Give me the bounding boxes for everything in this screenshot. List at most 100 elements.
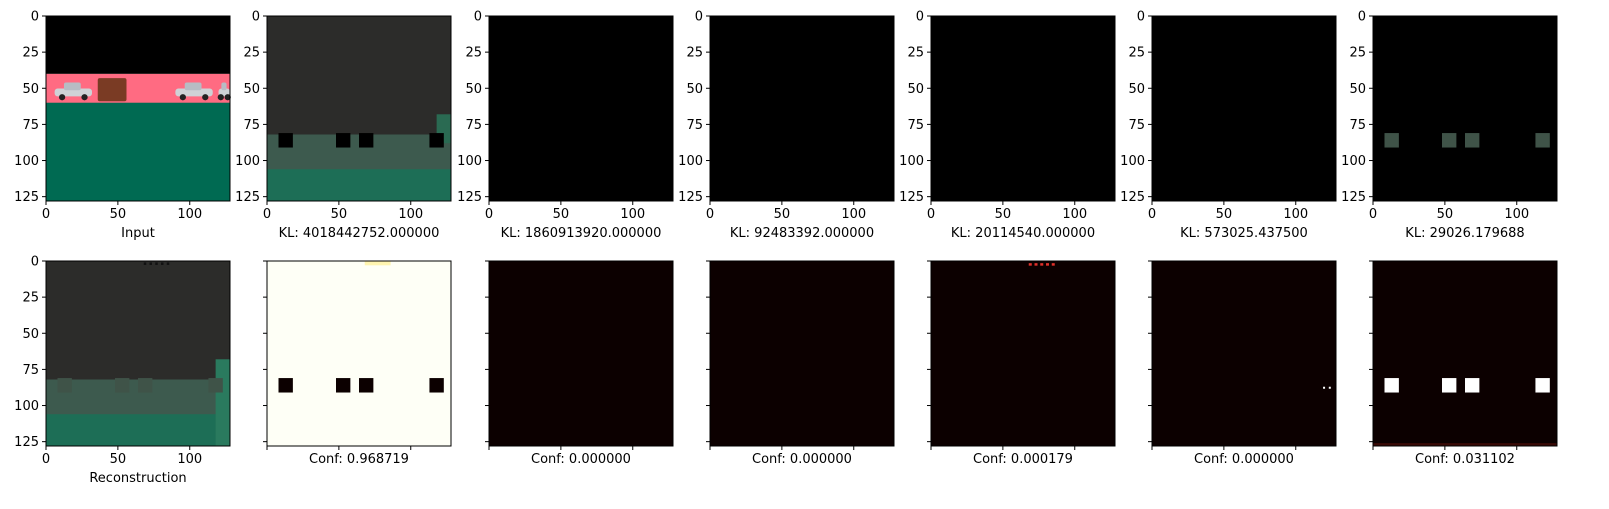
x-tick-label: 50 [995,207,1012,222]
car-roof [63,82,81,91]
panel-top-0: 0 50 100 0 25 50 75 100 125 Input [14,10,231,241]
x-tick-label: 0 [485,207,493,222]
car-wheel [224,94,231,101]
panel-top-2: 0 50 100 0 25 50 75 100 125 KL: 1860913920.000000 [457,10,674,241]
conf-top-highlight [364,261,391,266]
panel-caption: Conf: 0.000000 [752,452,852,467]
x-tick-label: 50 [331,207,348,222]
conf-map [931,261,1115,446]
y-tick-label: 50 [686,82,703,97]
y-tick-label: 25 [686,46,703,61]
hot-dot [1040,263,1044,266]
car-roof [221,82,227,91]
y-tick-label: 100 [678,154,703,169]
panel-bottom-6: Conf: 0.031102 [1369,260,1558,467]
y-tick-label: 0 [31,10,39,25]
x-tick-label: 0 [927,207,935,222]
y-tick-label: 125 [14,435,39,450]
gray-square-2 [1465,133,1480,148]
recon-upper-region [267,16,451,135]
panel-caption: KL: 29026.179688 [1405,226,1524,241]
panel-caption: KL: 1860913920.000000 [501,226,662,241]
y-tick-label: 50 [1349,82,1366,97]
x-tick-label: 100 [841,207,866,222]
x-tick-label: 0 [42,452,50,467]
recon-square-1 [336,133,351,148]
blank-image [710,16,894,201]
hot-dot [1046,263,1049,266]
car-wheel [81,94,88,101]
panel-caption: Conf: 0.968719 [309,452,409,467]
x-tick-label: 50 [1216,207,1233,222]
axes-frame [1151,260,1337,447]
blank-image [489,16,673,201]
x-tick-label: 0 [263,207,271,222]
y-tick-label: 0 [474,10,482,25]
car-roof [184,82,202,91]
panel-caption: Conf: 0.000000 [1194,452,1294,467]
panel-top-3: 0 50 100 0 25 50 75 100 125 KL: 92483392.000000 [678,10,895,241]
hot-dot [1328,386,1331,389]
y-tick-label: 75 [907,118,924,133]
x-tick-label: 0 [1148,207,1156,222]
gray-square-3 [1535,133,1550,148]
panel-caption: Reconstruction [89,471,186,486]
y-tick-label: 50 [1128,82,1145,97]
y-tick-label: 100 [1120,154,1145,169]
car-wheel [202,94,209,101]
y-tick-label: 75 [243,118,260,133]
recon-top-dot [149,262,152,265]
y-tick-label: 25 [22,291,39,306]
y-tick-label: 75 [22,363,39,378]
axes-frame [488,15,674,202]
recon-square-2 [359,133,374,148]
recon-square-1 [115,378,130,393]
x-tick-label: 100 [177,207,202,222]
y-tick-label: 75 [1128,118,1145,133]
y-tick-label: 50 [22,327,39,342]
conf-square-2 [359,378,374,393]
y-tick-label: 50 [465,82,482,97]
y-tick-label: 25 [465,46,482,61]
blank-image [1152,16,1336,201]
y-tick-label: 25 [907,46,924,61]
x-tick-label: 50 [774,207,791,222]
recon-top-dot [161,262,164,265]
recon-top-dot [155,262,158,265]
car-body [175,88,213,97]
y-tick-label: 50 [22,82,39,97]
y-tick-label: 125 [14,190,39,205]
hot-dot [1034,263,1038,266]
car-wheel [179,94,186,101]
recon-square-0 [57,378,72,393]
recon-top-dot [166,262,170,265]
conf-square-2 [1465,378,1480,393]
panel-bottom-5: Conf: 0.000000 [1148,260,1337,467]
axes-frame [45,15,231,202]
recon-square-3 [429,133,444,148]
y-tick-label: 0 [916,10,924,25]
y-tick-label: 50 [243,82,260,97]
y-tick-label: 0 [31,255,39,270]
panel-bottom-4: Conf: 0.000179 [927,260,1116,467]
recon-square-3 [208,378,223,393]
x-tick-label: 50 [110,452,127,467]
x-tick-label: 0 [1369,207,1377,222]
y-tick-label: 0 [695,10,703,25]
panel-top-4: 0 50 100 0 25 50 75 100 125 KL: 20114540.000000 [899,10,1116,241]
axes-frame [266,15,452,202]
y-tick-label: 100 [1341,154,1366,169]
conf-map [489,261,673,446]
panel-top-1: 0 50 100 0 25 50 75 100 125 KL: 4018442752.000000 [235,10,452,241]
y-tick-label: 25 [22,46,39,61]
y-tick-label: 100 [14,154,39,169]
y-tick-label: 100 [457,154,482,169]
recon-square-0 [278,133,293,148]
panel-caption: Conf: 0.031102 [1415,452,1515,467]
sky-region [46,16,230,74]
axes-frame [1372,260,1558,447]
conf-square-3 [429,378,444,393]
y-tick-label: 75 [686,118,703,133]
y-tick-label: 75 [465,118,482,133]
recon-square-2 [138,378,153,393]
